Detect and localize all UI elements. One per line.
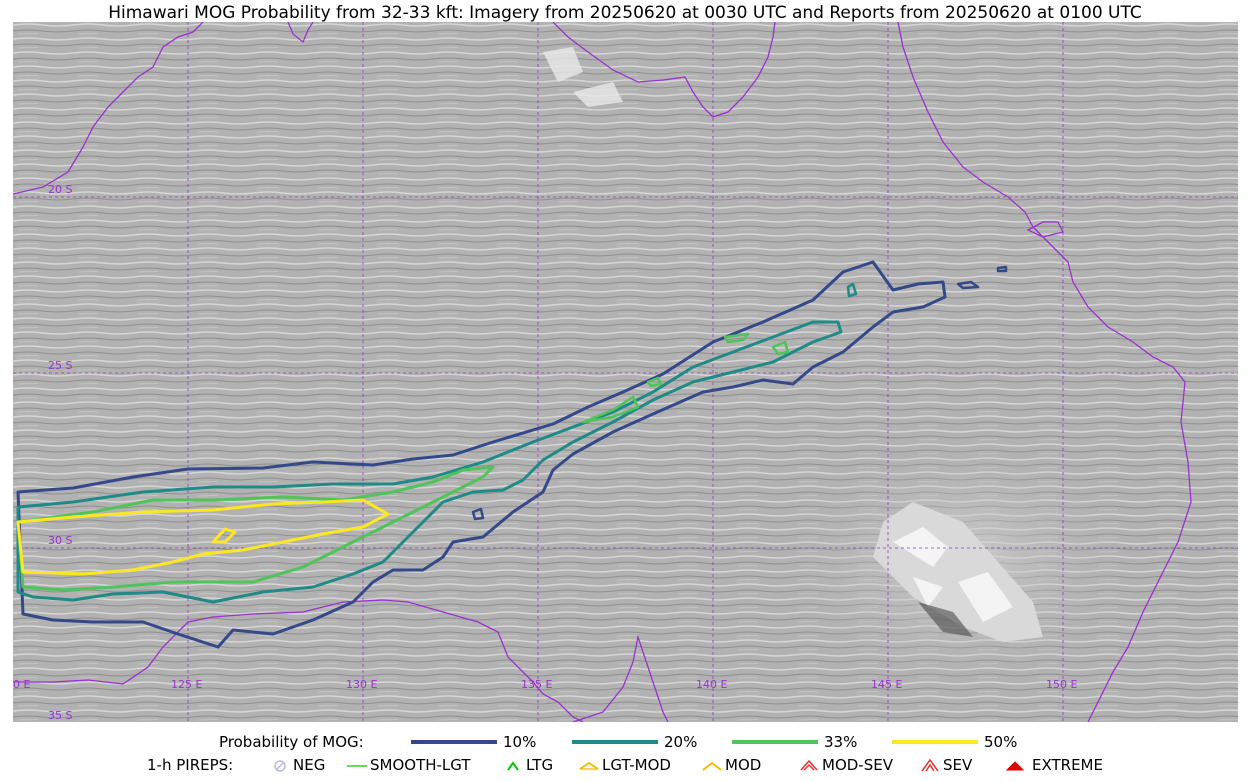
lon-label: 130 E	[346, 678, 377, 691]
lon-label: 145 E	[871, 678, 902, 691]
lat-label: 35 S	[48, 709, 72, 722]
probability-legend-label: Probability of MOG:	[219, 733, 364, 751]
pirep-item-sev: SEV	[919, 754, 972, 776]
coastline	[13, 22, 1192, 722]
legend-item-20-percent: 20%	[572, 731, 697, 753]
contour-33-swatch	[732, 740, 818, 744]
lat-label: 25 S	[48, 359, 72, 372]
pirep-item-neg: NEG	[269, 754, 325, 776]
smooth-light-line-icon	[347, 765, 367, 767]
pirep-item-smooth-lgt: SMOOTH-LGT	[346, 754, 471, 776]
pirep-label: EXTREME	[1032, 756, 1103, 774]
cloud-features	[543, 47, 1138, 692]
legend: Probability of MOG: 10% 20% 33% 50% 1-h …	[0, 731, 1250, 782]
satellite-map: 20 S 25 S 30 S 35 S 120 E 125 E 130 E 13…	[13, 22, 1238, 722]
map-title: Himawari MOG Probability from 32-33 kft:…	[108, 3, 1142, 23]
lat-label: 20 S	[48, 183, 72, 196]
moderate-severe-caret-icon	[800, 759, 818, 771]
probability-legend-title: Probability of MOG:	[219, 731, 364, 753]
light-moderate-caret-icon	[579, 761, 599, 770]
pirep-label: MOD	[725, 756, 762, 774]
probability-legend-row: Probability of MOG: 10% 20% 33% 50%	[0, 731, 1250, 753]
pirep-legend-label: 1-h PIREPS:	[147, 756, 234, 774]
lon-label: 135 E	[521, 678, 552, 691]
contour-20-swatch	[572, 740, 658, 744]
lon-label: 120 E	[13, 678, 30, 691]
pirep-item-mod-sev: MOD-SEV	[798, 754, 893, 776]
pirep-legend-row: 1-h PIREPS: NEG SMOOTH-LGT LTG	[0, 754, 1250, 776]
pirep-item-extreme: EXTREME	[1004, 754, 1103, 776]
pirep-item-mod: MOD	[701, 754, 761, 776]
mog-probability-contours	[16, 260, 1008, 649]
severe-caret-icon	[921, 758, 939, 772]
lat-lon-grid	[13, 22, 1238, 722]
legend-item-33-percent: 33%	[732, 731, 857, 753]
pirep-label: SMOOTH-LGT	[370, 756, 471, 774]
pirep-item-lgt-mod: LGT-MOD	[578, 754, 671, 776]
pirep-legend-title: 1-h PIREPS:	[147, 754, 233, 776]
longitude-labels: 120 E 125 E 130 E 135 E 140 E 145 E 150 …	[13, 678, 1077, 691]
contour-50-swatch	[892, 740, 978, 744]
latitude-labels: 20 S 25 S 30 S 35 S	[48, 183, 72, 722]
lon-label: 140 E	[696, 678, 727, 691]
legend-item-50-percent: 50%	[892, 731, 1017, 753]
lon-label: 125 E	[171, 678, 202, 691]
extreme-caret-icon	[1005, 761, 1025, 771]
pirep-label: SEV	[943, 756, 973, 774]
pirep-item-ltg: LTG	[502, 754, 553, 776]
pirep-label: MOD-SEV	[822, 756, 893, 774]
moderate-caret-icon	[702, 761, 722, 771]
contour-10-swatch	[411, 740, 497, 744]
legend-label: 10%	[503, 733, 537, 751]
lat-label: 30 S	[48, 534, 72, 547]
contour-10-percent	[16, 260, 947, 649]
legend-label: 20%	[664, 733, 698, 751]
contour-20-percent	[16, 320, 843, 604]
lon-label: 150 E	[1046, 678, 1077, 691]
contour-50-percent	[16, 498, 390, 576]
neg-circle-icon	[274, 760, 286, 772]
legend-label: 50%	[984, 733, 1018, 751]
pirep-label: LGT-MOD	[602, 756, 671, 774]
legend-label: 33%	[824, 733, 858, 751]
light-caret-icon	[507, 761, 519, 771]
contour-33-percent	[16, 465, 495, 592]
pirep-label: NEG	[293, 756, 326, 774]
legend-item-10-percent: 10%	[411, 731, 536, 753]
pirep-label: LTG	[526, 756, 554, 774]
